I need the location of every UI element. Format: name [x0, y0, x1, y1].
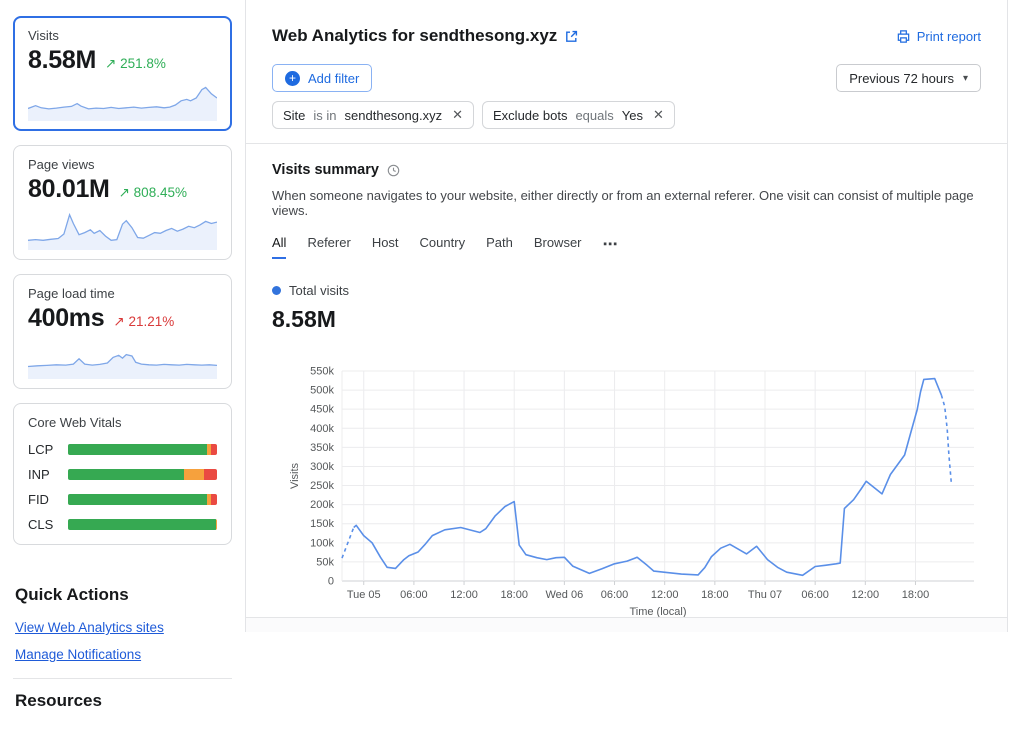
filter-chip-exclude-bots[interactable]: Exclude bots equals Yes ✕ [482, 101, 675, 129]
svg-text:Visits: Visits [289, 462, 301, 489]
metric-card-visits[interactable]: Visits 8.58M ↗ 251.8% [13, 16, 232, 131]
trend-up-icon: ↗ [113, 314, 125, 329]
tab-country[interactable]: Country [419, 235, 466, 250]
filter-chips: Site is in sendthesong.xyz ✕ Exclude bot… [272, 101, 981, 129]
metric-change: ↗ 808.45% [118, 185, 187, 200]
svg-text:450k: 450k [310, 404, 334, 416]
cwv-bar-lcp [68, 444, 217, 455]
legend-label: Total visits [289, 283, 349, 298]
svg-text:100k: 100k [310, 537, 334, 549]
right-gutter [1008, 0, 1024, 632]
core-web-vitals-title: Core Web Vitals [28, 415, 122, 430]
core-web-vitals-card: Core Web Vitals LCP INP FID CLS [13, 403, 232, 545]
clock-info-icon [387, 164, 400, 177]
svg-text:06:00: 06:00 [601, 589, 629, 601]
metrics-sidebar: Visits 8.58M ↗ 251.8% Page views 80.01M … [0, 0, 246, 710]
filter-chip-site[interactable]: Site is in sendthesong.xyz ✕ [272, 101, 475, 129]
svg-text:Time (local): Time (local) [629, 606, 686, 618]
svg-text:50k: 50k [316, 556, 334, 568]
svg-text:18:00: 18:00 [701, 589, 729, 601]
metric-label: Visits [28, 28, 59, 43]
svg-text:06:00: 06:00 [801, 589, 829, 601]
svg-text:550k: 550k [310, 366, 334, 378]
svg-text:18:00: 18:00 [500, 589, 528, 601]
metric-value: 8.58M [28, 46, 96, 74]
remove-filter-icon[interactable]: ✕ [652, 107, 664, 122]
svg-text:12:00: 12:00 [450, 589, 478, 601]
svg-text:Tue 05: Tue 05 [347, 589, 381, 601]
svg-text:300k: 300k [310, 461, 334, 473]
section-description: When someone navigates to your website, … [272, 188, 974, 218]
remove-filter-icon[interactable]: ✕ [452, 107, 464, 122]
svg-text:Wed 06: Wed 06 [546, 589, 584, 601]
svg-text:500k: 500k [310, 385, 334, 397]
svg-text:150k: 150k [310, 518, 334, 530]
svg-text:0: 0 [328, 576, 334, 588]
svg-text:18:00: 18:00 [902, 589, 930, 601]
total-visits-value: 8.58M [272, 306, 336, 332]
more-tabs-icon[interactable]: ⋯ [602, 236, 618, 253]
svg-text:06:00: 06:00 [400, 589, 428, 601]
visits-line-chart: 0 50k 100k 150k 200k 250k 300k 350k 400k 450k 500k… [289, 366, 974, 618]
svg-text:350k: 350k [310, 442, 334, 454]
section-title: Visits summary [272, 162, 379, 178]
cwv-row-fid: FID [28, 492, 217, 507]
metric-label: Page views [28, 157, 95, 172]
metric-card-page-load-time[interactable]: Page load time 400ms ↗ 21.21% [13, 274, 232, 389]
page-title: Web Analytics for sendthesong.xyz [272, 26, 578, 46]
svg-text:Thu 07: Thu 07 [748, 589, 782, 601]
quick-actions-heading: Quick Actions [15, 585, 129, 604]
tab-browser[interactable]: Browser [533, 235, 582, 250]
metric-value: 400ms [28, 304, 105, 332]
section-bottom-border [246, 617, 1007, 632]
trend-up-icon: ↗ [104, 56, 117, 71]
tab-referer[interactable]: Referer [307, 235, 351, 250]
svg-text:12:00: 12:00 [852, 589, 880, 601]
printer-icon [896, 29, 911, 44]
manage-notifications-link[interactable]: Manage Notifications [15, 647, 142, 662]
visits-summary-section: Visits summary When someone navigates to… [246, 144, 1007, 628]
metric-card-page-views[interactable]: Page views 80.01M ↗ 808.45% [13, 145, 232, 260]
main-panel: Web Analytics for sendthesong.xyz Print … [246, 0, 1008, 632]
external-link-icon[interactable] [565, 30, 578, 43]
svg-text:200k: 200k [310, 499, 334, 511]
dimension-tabs: All Referer Host Country Path Browser ⋯ [272, 235, 981, 259]
metric-label: Page load time [28, 286, 115, 301]
tab-path[interactable]: Path [486, 235, 513, 250]
view-web-analytics-sites-link[interactable]: View Web Analytics sites [15, 620, 164, 635]
page-views-sparkline [28, 212, 217, 250]
time-range-dropdown[interactable]: Previous 72 hours ▾ [836, 64, 981, 92]
web-analytics-dashboard: Visits 8.58M ↗ 251.8% Page views 80.01M … [0, 0, 1024, 710]
partial-link-cutoff[interactable] [13, 727, 232, 734]
print-report-link[interactable]: Print report [896, 29, 981, 44]
tab-host[interactable]: Host [371, 235, 399, 250]
cwv-bar-cls [68, 519, 217, 530]
trend-up-icon: ↗ [118, 185, 130, 200]
metric-value: 80.01M [28, 175, 110, 203]
chevron-down-icon: ▾ [962, 72, 968, 84]
plus-icon: + [285, 70, 300, 86]
svg-text:400k: 400k [310, 423, 334, 435]
chart-legend: Total visits [272, 283, 981, 298]
report-header: Web Analytics for sendthesong.xyz Print … [246, 0, 1007, 144]
tab-all[interactable]: All [272, 235, 287, 259]
visits-sparkline [28, 86, 217, 121]
cwv-bar-fid [68, 494, 217, 505]
cwv-row-inp: INP [28, 467, 217, 482]
page-load-time-sparkline [28, 353, 217, 379]
cwv-row-cls: CLS [28, 517, 217, 532]
legend-dot-icon [272, 286, 281, 295]
svg-text:12:00: 12:00 [651, 589, 679, 601]
metric-change: ↗ 251.8% [104, 56, 166, 71]
add-filter-button[interactable]: + Add filter [272, 64, 373, 92]
metric-change: ↗ 21.21% [113, 314, 175, 329]
svg-text:250k: 250k [310, 480, 334, 492]
cwv-row-lcp: LCP [28, 442, 217, 457]
cwv-bar-inp [68, 469, 217, 480]
resources-heading: Resources [15, 691, 102, 710]
visits-chart: 0 50k 100k 150k 200k 250k 300k 350k 400k 450k 500k… [272, 361, 981, 628]
sidebar-divider [13, 678, 232, 679]
